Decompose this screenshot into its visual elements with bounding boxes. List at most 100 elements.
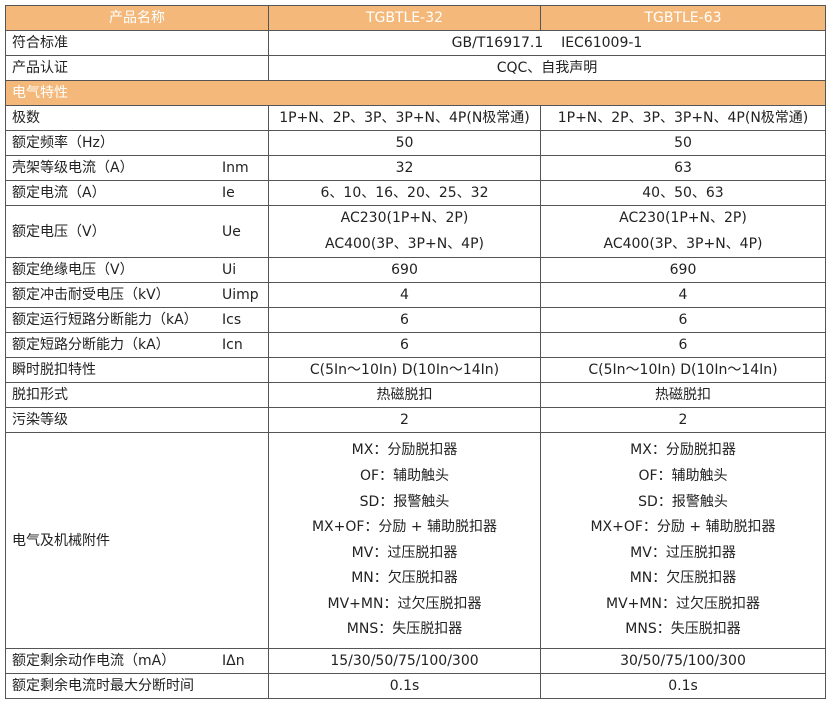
accessory-item: MX+OF：分励 + 辅助脱扣器 — [311, 519, 498, 536]
row-label: 额定运行短路分断能力（kA） — [12, 312, 198, 329]
spec-row: 额定电压（V） Ue AC230(1P+N、2P) AC400(3P、3P+N、4P)… — [5, 204, 826, 259]
row-label-cell: 额定短路分断能力（kA） Icn — [5, 332, 269, 359]
value-line: AC400(3P、3P+N、4P) — [324, 235, 484, 252]
row-label: 脱扣形式 — [12, 387, 68, 404]
row-label: 额定电流（A） — [12, 185, 106, 201]
row-value-1: 690 — [268, 257, 541, 284]
row-value-1: 6、10、16、20、25、32 — [268, 180, 541, 206]
row-label: 额定剩余电流时最大分断时间 — [5, 673, 269, 700]
accessories-row: 电气及机械附件 MX：分励脱扣器 OF：辅助触头 SD：报警触头 MX+OF：分励 +… — [5, 432, 826, 650]
spec-row: 瞬时脱扣特性 C(5In～10In) D(10In～14In) C(5In～10In… — [5, 357, 826, 384]
accessory-item: MV：过压脱扣器 — [351, 544, 458, 561]
row-value-2: C(5In～10In) D(10In～14In) — [540, 357, 826, 384]
row-value-1: 50 — [268, 130, 541, 156]
value-line: AC230(1P+N、2P) — [340, 210, 469, 226]
break-time-row: 额定剩余电流时最大分断时间 0.1s 0.1s — [5, 673, 826, 700]
row-value-2: 40、50、63 — [540, 180, 826, 206]
row-label-cell: 污染等级 — [5, 407, 269, 434]
row-label-cell: 瞬时脱扣特性 — [5, 357, 269, 384]
accessories-list-1: MX：分励脱扣器 OF：辅助触头 SD：报警触头 MX+OF：分励 + 辅助脱扣器 MV… — [268, 432, 541, 650]
row-label: 瞬时脱扣特性 — [12, 362, 96, 379]
accessory-item: MN：欠压脱扣器 — [351, 570, 458, 587]
row-label: 壳架等级电流（A） — [12, 160, 134, 176]
row-value-2: 6 — [540, 307, 826, 334]
row-value-1: 2 — [268, 407, 541, 434]
row-value-2: 63 — [540, 155, 826, 181]
accessory-item: MX+OF：分励 + 辅助脱扣器 — [590, 519, 776, 536]
row-value-1: 32 — [268, 155, 541, 181]
accessory-item: MX：分励脱扣器 — [630, 442, 736, 459]
row-value-1: C(5In～10In) D(10In～14In) — [268, 357, 541, 384]
row-value-1: AC230(1P+N、2P) AC400(3P、3P+N、4P) — [268, 204, 541, 259]
row-value-2: 1P+N、2P、3P、3P+N、4P(N极常通) — [540, 105, 826, 131]
section-title: 电气特性 — [5, 80, 826, 106]
row-label: 额定电压（V） — [12, 223, 106, 240]
row-label-cell: 壳架等级电流（A） Inm — [5, 155, 269, 181]
value-line: AC230(1P+N、2P) — [619, 210, 747, 226]
spec-row: 额定短路分断能力（kA） Icn 6 6 — [5, 332, 826, 359]
accessory-item: OF：辅助触头 — [359, 467, 450, 484]
row-value-1: 6 — [268, 332, 541, 359]
row-value-2: 50 — [540, 130, 826, 156]
accessory-item: MN：欠压脱扣器 — [629, 570, 737, 587]
row-label: 额定绝缘电压（V） — [12, 262, 134, 279]
row-value-2: 30/50/75/100/300 — [540, 648, 826, 675]
row-value-1: 1P+N、2P、3P、3P+N、4P(N极常通) — [268, 105, 541, 131]
row-label-cell: 脱扣形式 — [5, 382, 269, 409]
row-value: CQC、自我声明 — [268, 55, 826, 81]
residual-row: 额定剩余动作电流（mA） IΔn 15/30/50/75/100/300 30/5… — [5, 648, 826, 675]
row-label: 符合标准 — [5, 30, 269, 56]
row-symbol — [222, 384, 262, 407]
row-label: 污染等级 — [12, 412, 68, 429]
accessory-item: MNS：失压脱扣器 — [625, 621, 741, 638]
row-value: GB/T16917.1 IEC61009-1 — [268, 30, 826, 56]
row-value-1: 4 — [268, 282, 541, 309]
row-symbol: IΔn — [222, 653, 245, 670]
row-value-2: 690 — [540, 257, 826, 284]
row-symbol — [222, 359, 262, 382]
row-label: 额定冲击耐受电压（kV） — [12, 287, 170, 304]
row-symbol — [222, 409, 262, 432]
row-symbol: Ue — [222, 223, 241, 240]
spec-row: 壳架等级电流（A） Inm 32 63 — [5, 155, 826, 181]
row-value-1: 0.1s — [268, 673, 541, 700]
row-label: 额定短路分断能力（kA） — [12, 337, 170, 354]
standard-row: 符合标准 GB/T16917.1 IEC61009-1 — [5, 30, 826, 56]
row-label: 额定剩余动作电流（mA） — [12, 653, 176, 670]
header-name: 产品名称 — [5, 5, 269, 31]
row-symbol: Ui — [222, 262, 237, 279]
spec-row: 额定运行短路分断能力（kA） Ics 6 6 — [5, 307, 826, 334]
accessory-item: SD：报警触头 — [638, 493, 728, 510]
row-label-cell: 额定冲击耐受电压（kV） Uimp — [5, 282, 269, 309]
section-row: 电气特性 — [5, 80, 826, 106]
row-value-1: 热磁脱扣 — [268, 382, 541, 409]
row-label-cell: 额定电压（V） Ue — [5, 204, 269, 259]
row-symbol: Ie — [222, 185, 235, 201]
header-row: 产品名称 TGBTLE-32 TGBTLE-63 — [5, 5, 826, 31]
spec-row: 额定绝缘电压（V） Ui 690 690 — [5, 257, 826, 284]
row-value-2: 4 — [540, 282, 826, 309]
row-symbol — [222, 132, 262, 155]
spec-row: 脱扣形式 热磁脱扣 热磁脱扣 — [5, 382, 826, 409]
row-value-1: 15/30/50/75/100/300 — [268, 648, 541, 675]
row-label: 产品认证 — [5, 55, 269, 81]
row-symbol: Icn — [222, 337, 243, 354]
row-symbol — [222, 107, 262, 130]
header-model-2: TGBTLE-63 — [540, 5, 826, 31]
accessory-item: MV：过压脱扣器 — [630, 544, 736, 561]
row-symbol: Ics — [222, 312, 242, 329]
spec-row: 额定电流（A） Ie 6、10、16、20、25、32 40、50、63 — [5, 180, 826, 206]
accessory-item: OF：辅助触头 — [638, 467, 728, 484]
row-label-cell: 额定绝缘电压（V） Ui — [5, 257, 269, 284]
row-value-2: 热磁脱扣 — [540, 382, 826, 409]
spec-table: 产品名称 TGBTLE-32 TGBTLE-63 符合标准 GB/T16917.… — [5, 5, 826, 700]
row-label-cell: 极数 — [5, 105, 269, 131]
row-label-cell: 额定运行短路分断能力（kA） Ics — [5, 307, 269, 334]
row-label-cell: 额定电流（A） Ie — [5, 180, 269, 206]
spec-row: 额定频率（Hz） 50 50 — [5, 130, 826, 156]
row-value-1: 6 — [268, 307, 541, 334]
row-label-cell: 额定频率（Hz） — [5, 130, 269, 156]
header-model-1: TGBTLE-32 — [268, 5, 541, 31]
row-label-cell: 额定剩余动作电流（mA） IΔn — [5, 648, 269, 675]
row-label: 额定频率（Hz） — [12, 135, 114, 151]
